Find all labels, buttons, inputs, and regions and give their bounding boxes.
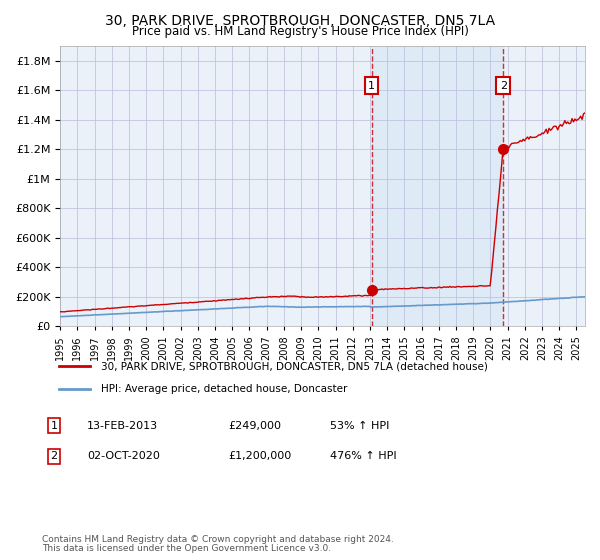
Text: 1: 1 <box>50 421 58 431</box>
Text: 2: 2 <box>500 81 507 91</box>
Text: 30, PARK DRIVE, SPROTBROUGH, DONCASTER, DN5 7LA (detached house): 30, PARK DRIVE, SPROTBROUGH, DONCASTER, … <box>101 361 488 371</box>
Text: Price paid vs. HM Land Registry's House Price Index (HPI): Price paid vs. HM Land Registry's House … <box>131 25 469 38</box>
Text: Contains HM Land Registry data © Crown copyright and database right 2024.: Contains HM Land Registry data © Crown c… <box>42 535 394 544</box>
Text: £249,000: £249,000 <box>228 421 281 431</box>
Text: 476% ↑ HPI: 476% ↑ HPI <box>330 451 397 461</box>
Text: 2: 2 <box>50 451 58 461</box>
Text: 13-FEB-2013: 13-FEB-2013 <box>87 421 158 431</box>
Text: This data is licensed under the Open Government Licence v3.0.: This data is licensed under the Open Gov… <box>42 544 331 553</box>
Text: HPI: Average price, detached house, Doncaster: HPI: Average price, detached house, Donc… <box>101 384 347 394</box>
Text: £1,200,000: £1,200,000 <box>228 451 291 461</box>
Text: 02-OCT-2020: 02-OCT-2020 <box>87 451 160 461</box>
Text: 53% ↑ HPI: 53% ↑ HPI <box>330 421 389 431</box>
Text: 30, PARK DRIVE, SPROTBROUGH, DONCASTER, DN5 7LA: 30, PARK DRIVE, SPROTBROUGH, DONCASTER, … <box>105 14 495 28</box>
Text: 1: 1 <box>368 81 375 91</box>
Bar <box>371 46 503 326</box>
